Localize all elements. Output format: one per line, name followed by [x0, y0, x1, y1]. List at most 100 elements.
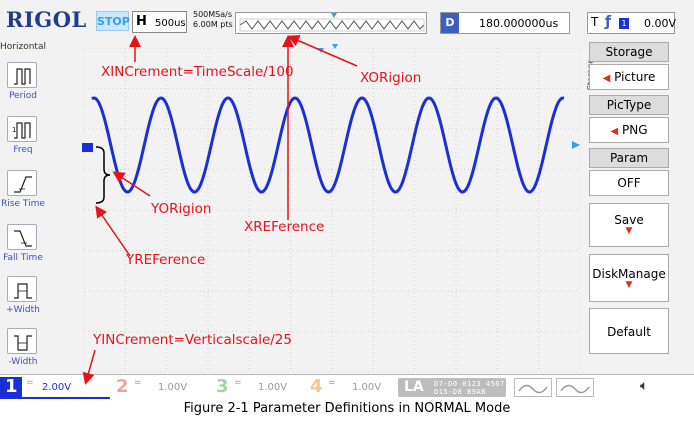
- delay-box[interactable]: D 180.000000us: [440, 12, 570, 34]
- waveform-display: [84, 48, 580, 372]
- rising-edge-icon: ƒ: [605, 14, 612, 30]
- trigger-source: 1: [619, 18, 629, 29]
- top-status-bar: RIGOL STOP H 500us 500MSa/s 6.00M pts D …: [0, 0, 694, 42]
- submenu-arrow-icon: ▼: [625, 280, 633, 290]
- selector-arrow-icon: ◀: [602, 73, 611, 84]
- pictype-option[interactable]: ◀ PNG: [589, 117, 669, 143]
- pictype-value: PNG: [622, 123, 648, 137]
- negative-width-label: -Width: [8, 357, 38, 367]
- channel2-number: 2: [116, 376, 129, 397]
- pictype-title: PicType: [589, 95, 669, 115]
- rise-time-button[interactable]: [7, 170, 37, 196]
- trigger-box[interactable]: T ƒ 1 0.00V: [587, 12, 676, 34]
- param-option[interactable]: OFF: [589, 170, 669, 196]
- param-value: OFF: [617, 176, 641, 190]
- yincrement-arrow: [82, 349, 96, 385]
- channel1-status[interactable]: 1 = 2.00V: [0, 376, 110, 399]
- measure-item-rise-time[interactable]: Rise Time: [1, 168, 45, 220]
- channel3-scale: 1.00V: [258, 382, 288, 393]
- save-button[interactable]: Save ▼: [589, 203, 669, 247]
- measure-item-fall-time[interactable]: Fall Time: [2, 222, 44, 274]
- positive-width-button[interactable]: [7, 276, 37, 302]
- channel1-badge: [0, 377, 22, 398]
- trigger-label: T: [591, 15, 599, 29]
- horizontal-label: H: [136, 14, 147, 29]
- measure-item-positive-width[interactable]: +Width: [2, 274, 44, 326]
- submenu-arrow-icon: ▼: [625, 226, 633, 236]
- channel3-status[interactable]: 3 = 1.00V: [216, 377, 306, 397]
- la-bits-row2: D15-D8 89AB CDEF: [434, 388, 486, 404]
- storage-title: Storage: [589, 42, 669, 62]
- yorigin-arrow: [112, 171, 151, 197]
- rise-time-label: Rise Time: [1, 199, 45, 209]
- freq-button[interactable]: 1: [7, 116, 37, 142]
- fall-time-label: Fall Time: [3, 253, 43, 263]
- storage-value: Picture: [614, 70, 656, 84]
- xorigin-annotation: XORigion: [360, 70, 422, 86]
- storage-option[interactable]: ◀ Picture: [589, 64, 669, 90]
- channel1-coupling: =: [26, 378, 34, 388]
- delay-label: D: [441, 13, 459, 33]
- default-label: Default: [607, 325, 651, 339]
- logic-analyzer-status[interactable]: LA D7-D0 0123 4567 D15-D8 89AB CDEF: [398, 378, 506, 404]
- yincrement-annotation: YINCrement=Verticalscale/25: [93, 332, 292, 348]
- channel1-number: 1: [5, 376, 18, 397]
- rise-time-icon: [14, 176, 32, 193]
- memory-overview-strip[interactable]: [235, 12, 427, 34]
- sample-rate: 500MSa/s: [193, 10, 233, 19]
- source1-status[interactable]: [514, 378, 552, 397]
- diskmanage-button[interactable]: DiskManage ▼: [589, 254, 669, 302]
- channel4-scale: 1.00V: [352, 382, 382, 393]
- svg-text:1: 1: [12, 126, 16, 134]
- timebase-value: 500us: [155, 18, 186, 29]
- fall-time-icon: [14, 230, 32, 247]
- yorigin-brace: [95, 146, 111, 204]
- channel1-waveform: [91, 96, 565, 194]
- la-label: LA: [404, 379, 424, 395]
- channel4-status[interactable]: 4 = 1.00V: [310, 377, 400, 397]
- period-button[interactable]: [7, 62, 37, 88]
- negative-width-button[interactable]: [7, 328, 37, 354]
- sine-wave-icon: [518, 384, 548, 394]
- period-icon: [14, 68, 31, 85]
- oscilloscope-screen: RIGOL STOP H 500us 500MSa/s 6.00M pts D …: [0, 0, 694, 400]
- left-menu-title: Horizontal: [0, 42, 46, 52]
- channel2-status[interactable]: 2 = 1.00V: [116, 377, 206, 397]
- measure-item-period[interactable]: Period: [2, 60, 44, 112]
- la-bits: D7-D0 0123 4567 D15-D8 89AB CDEF: [434, 380, 506, 404]
- measure-item-negative-width[interactable]: -Width: [2, 326, 44, 378]
- positive-width-label: +Width: [6, 305, 40, 315]
- negative-width-icon: [14, 335, 32, 351]
- channel2-coupling: =: [134, 378, 142, 388]
- source2-status[interactable]: [556, 378, 594, 397]
- param-title: Param: [589, 148, 669, 168]
- memory-overview-wave: [239, 13, 425, 32]
- memory-depth: 6.00M pts: [193, 20, 233, 29]
- channel4-coupling: =: [328, 378, 336, 388]
- xincrement-annotation: XINCrement=TimeScale/100: [101, 64, 294, 80]
- channel1-ground-marker: [82, 143, 93, 152]
- horizontal-measure-menu: Horizontal Period 1 Freq Rise Time Fall …: [0, 42, 46, 374]
- run-stop-indicator[interactable]: STOP: [96, 11, 130, 31]
- graticule-grid: [84, 48, 580, 372]
- channel1-underline: [0, 397, 110, 399]
- fall-time-button[interactable]: [7, 224, 37, 250]
- yreference-annotation: YREFerence: [126, 252, 206, 268]
- sine-wave-icon: [560, 384, 590, 394]
- channel2-scale: 1.00V: [158, 382, 188, 393]
- brand-logo: RIGOL: [6, 7, 87, 32]
- measure-item-freq[interactable]: 1 Freq: [2, 114, 44, 166]
- default-button[interactable]: Default: [589, 308, 669, 354]
- storage-menu: Storage Storage ◀ Picture PicType ◀ PNG …: [585, 42, 670, 372]
- la-bits-row1: D7-D0 0123 4567: [434, 380, 505, 388]
- figure-caption: Figure 2-1 Parameter Definitions in NORM…: [183, 401, 511, 416]
- yorigin-annotation: YORigion: [151, 201, 212, 217]
- selector-arrow-icon: ◀: [610, 126, 619, 137]
- trigger-level-marker: [572, 141, 580, 149]
- save-label: Save: [614, 213, 644, 227]
- speaker-mute-icon[interactable]: 🔈︎: [640, 378, 649, 394]
- timebase-box[interactable]: H 500us: [132, 11, 187, 33]
- channel-status-bar: 1 = 2.00V 2 = 1.00V 3 = 1.00V 4 = 1.00V …: [0, 374, 694, 404]
- freq-icon: 1: [12, 122, 31, 139]
- freq-label: Freq: [13, 145, 33, 155]
